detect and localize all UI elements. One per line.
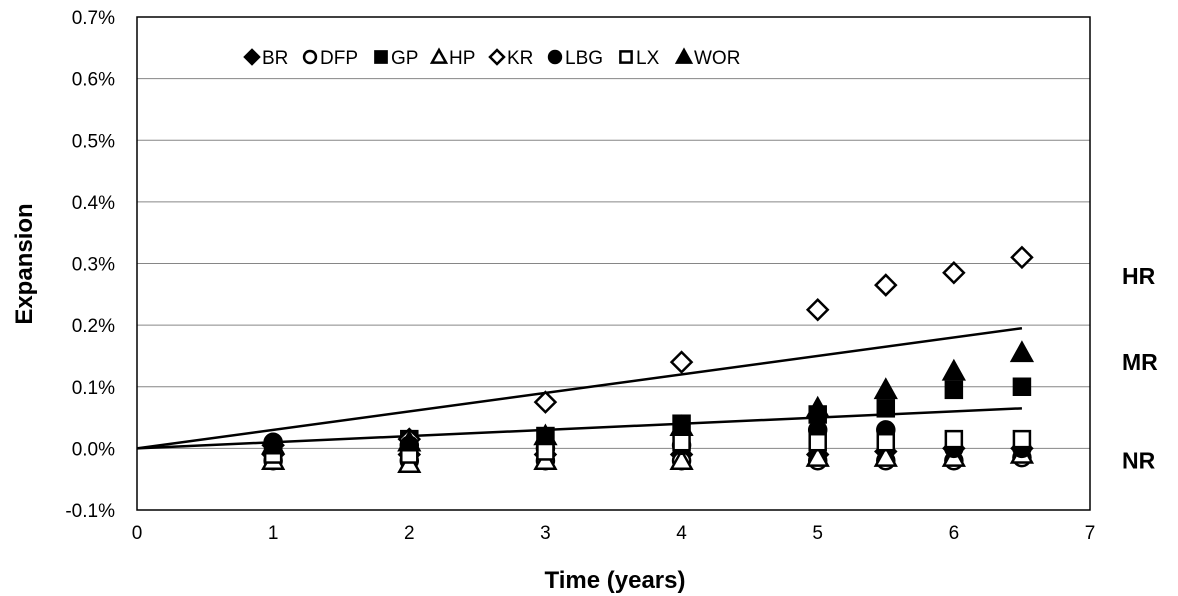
point-wor	[805, 395, 830, 418]
y-axis-title: Expansion	[11, 203, 38, 324]
point-hp	[669, 448, 694, 470]
plot-area-frame	[136, 16, 1091, 511]
y-tick-label: 0.4%	[72, 193, 115, 214]
legend-marker-kr	[488, 48, 506, 66]
y-tick-label: 0.5%	[72, 131, 115, 152]
x-tick-labels: 0 1 2 3 4 5 6 7	[132, 523, 1096, 544]
legend-label-br: BR	[262, 48, 288, 69]
point-lx	[536, 442, 555, 461]
point-gp	[1012, 377, 1032, 396]
y-tick-label: 0.6%	[72, 70, 115, 91]
point-wor	[397, 429, 422, 452]
point-kr	[533, 390, 558, 414]
x-tick-label: 2	[404, 523, 415, 544]
x-tick-label: 6	[949, 523, 960, 544]
series-br	[261, 436, 1034, 467]
legend-label-lbg: LBG	[565, 48, 603, 69]
zone-labels: HR MR NR	[1122, 263, 1158, 474]
x-tick-label: 3	[540, 523, 551, 544]
legend-label-wor: WOR	[694, 48, 740, 69]
zone-label-nr: NR	[1122, 448, 1156, 474]
legend-marker-lx	[619, 50, 633, 64]
y-tick-label: -0.1%	[65, 501, 115, 522]
point-lx	[944, 429, 964, 449]
y-tick-label: 0.1%	[72, 378, 115, 399]
legend-label-lx: LX	[636, 48, 660, 69]
point-hp	[873, 445, 898, 467]
legend-marker-lbg	[547, 49, 563, 65]
point-gp	[876, 399, 896, 418]
x-axis-title: Time (years)	[545, 567, 686, 594]
y-tick-labels: -0.1% 0.0% 0.1% 0.2% 0.3% 0.4% 0.5% 0.6% 0.7%	[65, 8, 115, 522]
y-tick-label: 0.3%	[72, 255, 115, 276]
y-tick-label: 0.2%	[72, 316, 115, 337]
legend-marker-br	[243, 48, 261, 66]
point-wor	[533, 423, 558, 446]
reference-line	[136, 326, 1023, 450]
x-tick-label: 1	[268, 523, 279, 544]
x-tick-label: 4	[676, 523, 687, 544]
zone-label-hr: HR	[1122, 263, 1156, 289]
series-lx	[263, 429, 1032, 464]
y-tick-label: 0.0%	[72, 439, 115, 460]
point-kr	[942, 260, 966, 285]
x-tick-label: 0	[132, 523, 143, 544]
legend-marker-wor	[674, 47, 694, 64]
point-lx	[1012, 429, 1032, 449]
legend-marker-gp	[374, 50, 388, 64]
legend-label-dfp: DFP	[320, 48, 358, 69]
point-kr	[1010, 245, 1034, 270]
series-dfp	[263, 447, 1032, 471]
x-tick-label: 5	[812, 523, 823, 544]
point-wor	[941, 358, 966, 381]
point-kr	[669, 350, 694, 374]
point-wor	[873, 377, 898, 400]
legend-marker-dfp	[302, 49, 318, 65]
legend-label-kr: KR	[507, 48, 533, 69]
reference-line	[136, 407, 1022, 450]
point-lx	[808, 432, 827, 452]
point-lx	[876, 432, 896, 452]
y-tick-label: 0.7%	[72, 8, 115, 29]
point-wor	[669, 414, 694, 437]
point-gp	[944, 380, 964, 400]
point-kr	[874, 273, 898, 297]
legend-marker-hp	[429, 47, 449, 64]
point-wor	[1009, 340, 1035, 363]
point-hp	[805, 445, 830, 467]
x-tick-label: 7	[1085, 523, 1096, 544]
reference-lines	[136, 326, 1023, 450]
point-lx	[672, 432, 691, 452]
point-kr	[805, 297, 830, 322]
zone-label-mr: MR	[1122, 349, 1158, 375]
series-lbg	[263, 420, 1032, 459]
legend-label-hp: HP	[449, 48, 475, 69]
legend: BR DFP GP HP KR LBG LX WOR	[243, 47, 740, 69]
legend-label-gp: GP	[391, 48, 418, 69]
series-wor	[261, 340, 1035, 455]
data-points	[261, 245, 1035, 474]
series-gp	[263, 377, 1032, 458]
point-wor	[261, 432, 286, 455]
